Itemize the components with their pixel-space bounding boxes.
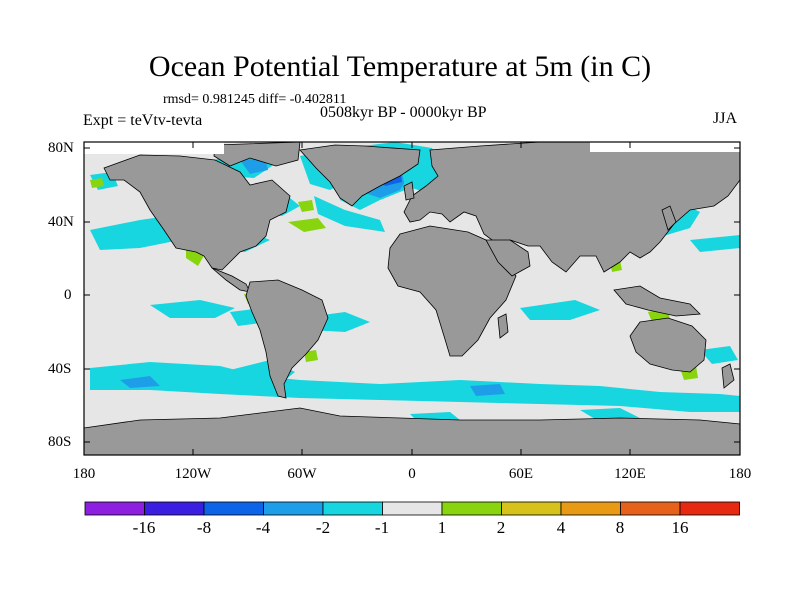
colorbar-swatch <box>679 501 740 516</box>
stats-text: rmsd= 0.981245 diff= -0.402811 <box>163 92 347 107</box>
madagascar <box>497 313 509 339</box>
axis-ticks <box>83 142 741 455</box>
colorbar-swatch <box>263 501 324 516</box>
colorbar-label: -16 <box>132 518 156 537</box>
arabia <box>485 239 531 277</box>
colorbar-swatch <box>620 501 681 516</box>
colorbar-swatch <box>144 501 205 516</box>
colorbar <box>84 501 740 516</box>
australia <box>629 317 707 373</box>
lat-label-80n: 80N <box>48 140 74 156</box>
colorbar-label: -8 <box>196 518 212 537</box>
new-zealand <box>721 363 735 389</box>
colorbar-swatch <box>560 501 621 516</box>
colorbar-label: -4 <box>255 518 271 537</box>
lon-label-180e: 180 <box>728 466 752 482</box>
experiment-label: Expt = teVtv-tevta <box>83 112 203 129</box>
lon-label-60w: 60W <box>287 466 317 482</box>
lat-label-40n: 40N <box>48 214 74 230</box>
lat-label-80s: 80S <box>48 434 72 450</box>
lon-label-0: 0 <box>408 466 416 482</box>
colorbar-label: 1 <box>437 518 447 537</box>
colorbar-swatch <box>322 501 383 516</box>
lon-label-60e: 60E <box>508 466 534 482</box>
southeast-asia-islands <box>613 285 701 317</box>
japan <box>661 205 677 231</box>
colorbar-swatch <box>84 501 145 516</box>
colorbar-label: 4 <box>556 518 566 537</box>
colorbar-label: -1 <box>374 518 390 537</box>
colorbar-swatch <box>441 501 502 516</box>
arctic-islands <box>213 141 301 167</box>
eurasia <box>403 141 741 273</box>
greenland <box>299 144 421 207</box>
colorbar-swatch <box>501 501 562 516</box>
colorbar-label: 16 <box>671 518 689 537</box>
map-title: Ocean Potential Temperature at 5m (in C) <box>148 50 652 83</box>
period-label: 0508kyr BP - 0000kyr BP <box>320 104 487 121</box>
colorbar-swatch <box>203 501 264 516</box>
south-america <box>245 279 329 399</box>
british-isles <box>403 181 415 201</box>
season-label: JJA <box>713 110 738 127</box>
colorbar-label: 8 <box>615 518 625 537</box>
lon-label-180w: 180 <box>72 466 96 482</box>
lat-label-40s: 40S <box>48 361 72 377</box>
colorbar-label: 2 <box>496 518 506 537</box>
africa <box>387 225 517 357</box>
colorbar-label: -2 <box>315 518 331 537</box>
lon-label-120e: 120E <box>614 466 646 482</box>
lon-label-120w: 120W <box>174 466 212 482</box>
lat-label-0: 0 <box>64 287 72 303</box>
colorbar-swatch <box>382 501 443 516</box>
north-america <box>103 154 291 271</box>
land-masses <box>83 141 741 456</box>
arctic-mask <box>84 130 740 154</box>
